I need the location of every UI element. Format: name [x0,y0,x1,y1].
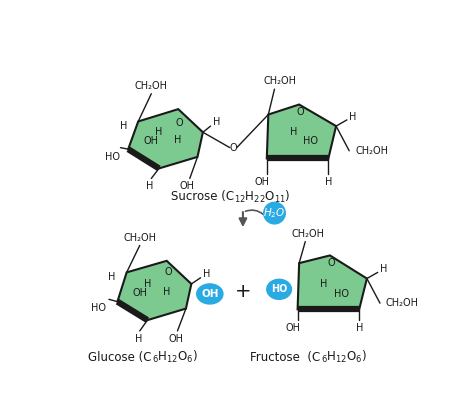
Text: H: H [380,263,388,274]
Text: H: H [146,181,154,191]
Text: O: O [328,258,335,268]
Text: OH: OH [168,334,183,344]
Text: $H_2O$: $H_2O$ [263,206,286,220]
Text: H: H [120,121,127,131]
Text: $_6$H$_{12}$O$_6$): $_6$H$_{12}$O$_6$) [152,349,198,365]
Text: H: H [320,279,328,289]
Text: HO: HO [334,289,349,299]
Text: CH₂OH: CH₂OH [292,229,325,239]
Text: Fructose  (C: Fructose (C [250,351,320,364]
Text: O: O [164,267,172,277]
Text: OH: OH [132,288,147,298]
Text: O: O [176,118,183,128]
Text: H: H [290,127,297,137]
Text: +: + [235,282,251,301]
Text: CH₂OH: CH₂OH [135,81,168,91]
Text: H: H [109,272,116,282]
Ellipse shape [267,279,292,299]
Text: H: H [155,127,163,137]
Polygon shape [298,256,367,309]
Text: CH₂OH: CH₂OH [386,298,419,308]
Text: OH: OH [255,177,270,187]
Text: HO: HO [303,137,318,146]
Text: OH: OH [201,289,219,299]
Polygon shape [267,105,336,158]
Ellipse shape [197,284,223,304]
Text: $_{12}$H$_{22}$O$_{11}$): $_{12}$H$_{22}$O$_{11}$) [235,189,291,205]
Text: H: H [144,279,151,289]
Text: HO: HO [91,303,107,313]
Text: H: H [135,334,142,344]
Polygon shape [128,109,203,169]
Text: Sucrose (C: Sucrose (C [171,191,234,203]
Text: OH: OH [285,323,301,333]
Text: CH₂OH: CH₂OH [356,146,389,156]
Text: H: H [356,323,363,333]
Text: H: H [213,117,220,127]
Text: OH: OH [144,137,159,146]
Text: H: H [325,177,332,187]
Text: $_6$H$_{12}$O$_6$): $_6$H$_{12}$O$_6$) [321,349,367,365]
Text: H: H [349,112,357,122]
FancyArrowPatch shape [246,210,263,214]
Text: H: H [163,288,170,297]
Text: CH₂OH: CH₂OH [123,233,156,243]
Text: HO: HO [271,284,287,294]
Text: H: H [203,269,210,279]
Text: O: O [297,107,304,117]
Text: Glucose (C: Glucose (C [88,351,151,364]
Polygon shape [118,261,191,320]
Text: H: H [174,135,181,145]
Text: CH₂OH: CH₂OH [264,76,296,86]
Text: OH: OH [180,181,195,191]
Circle shape [264,202,285,224]
Text: O: O [229,143,237,153]
Text: HO: HO [105,152,120,162]
